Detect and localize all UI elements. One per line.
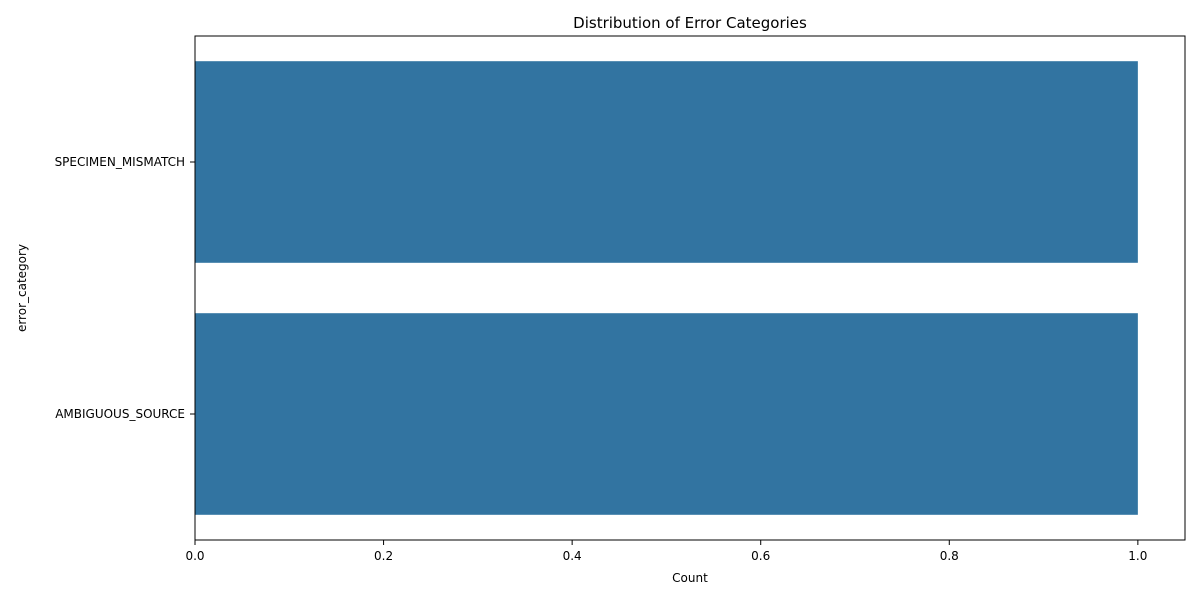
y-tick-label: AMBIGUOUS_SOURCE xyxy=(55,407,185,421)
plot-frame xyxy=(194,35,1186,541)
x-axis-title: Count xyxy=(672,571,708,585)
x-tick-label: 0.2 xyxy=(374,549,393,563)
x-tick-label: 1.0 xyxy=(1128,549,1147,563)
x-tick-label: 0.0 xyxy=(185,549,204,563)
x-axis: 0.0 0.2 0.4 0.6 0.8 1.0 xyxy=(185,540,1147,563)
x-tick-label: 0.6 xyxy=(751,549,770,563)
y-tick-label: SPECIMEN_MISMATCH xyxy=(55,155,185,169)
chart-title: Distribution of Error Categories xyxy=(573,14,807,32)
x-tick-label: 0.4 xyxy=(563,549,582,563)
x-tick-label: 0.8 xyxy=(940,549,959,563)
bar-ambiguous-source xyxy=(195,313,1138,515)
y-axis: SPECIMEN_MISMATCH AMBIGUOUS_SOURCE xyxy=(55,155,195,421)
y-axis-title: error_category xyxy=(15,244,29,332)
bars-layer xyxy=(195,61,1138,515)
bar-specimen-mismatch xyxy=(195,61,1138,263)
